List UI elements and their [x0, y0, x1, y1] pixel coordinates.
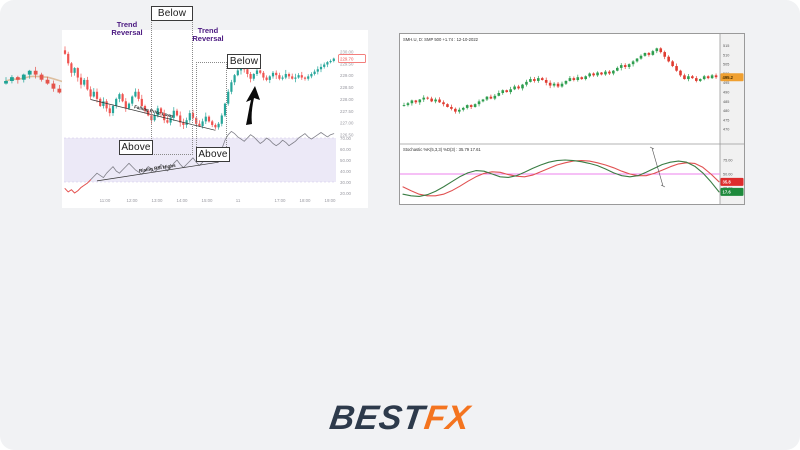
below-label-2-text: Below [229, 56, 259, 67]
svg-text:227.00: 227.00 [340, 121, 354, 126]
last-price-tag [338, 54, 366, 63]
svg-text:75.00: 75.00 [723, 159, 733, 163]
rising-rsi-label: Rising RSI Highs [139, 163, 177, 174]
osc-green [402, 159, 720, 197]
below-above-zone-2 [196, 62, 227, 155]
svg-text:60.00: 60.00 [340, 147, 352, 152]
svg-text:505: 505 [723, 63, 729, 67]
svg-text:11: 11 [236, 198, 241, 203]
svg-text:17:00: 17:00 [275, 198, 287, 203]
svg-text:18:00: 18:00 [300, 198, 312, 203]
svg-text:228.00: 228.00 [340, 97, 354, 102]
svg-text:229.70: 229.70 [340, 57, 354, 62]
price-candles [63, 46, 335, 130]
svg-text:13:00: 13:00 [152, 198, 164, 203]
svg-text:20.00: 20.00 [340, 191, 352, 196]
logo-text-best: BEST [327, 399, 428, 437]
above-label-2-text: Above [198, 149, 228, 160]
breakout-arrow [246, 86, 260, 125]
bestfx-logo: BESTFX [327, 399, 473, 438]
trend-reversal-label-2: Trend Reversal [192, 26, 224, 43]
svg-text:515: 515 [723, 44, 729, 48]
osc-red-tag [720, 177, 744, 186]
below-label-1: Below [151, 6, 193, 21]
current-price-tag [720, 73, 744, 82]
svg-text:480: 480 [723, 109, 729, 113]
svg-text:227.50: 227.50 [340, 109, 354, 114]
above-label-1-text: Above [121, 142, 151, 153]
svg-text:470: 470 [723, 128, 729, 132]
svg-text:40.00: 40.00 [340, 169, 352, 174]
svg-text:485: 485 [723, 100, 729, 104]
trend-reversal-label-1: Trend Reversal [111, 20, 143, 37]
svg-text:14:00: 14:00 [177, 198, 189, 203]
logo-text-fx: FX [422, 399, 473, 437]
chart-oscillator-crossover: SMH.U, D: SMP 500 +1.74 : 12-10-2022 Stoc… [399, 33, 745, 205]
svg-text:490: 490 [723, 91, 729, 95]
svg-text:70.00: 70.00 [340, 136, 352, 141]
svg-text:228.50: 228.50 [340, 85, 354, 90]
below-label-1-text: Below [157, 8, 187, 19]
svg-text:229.50: 229.50 [340, 61, 354, 66]
svg-text:15:00: 15:00 [202, 198, 214, 203]
svg-text:35.8: 35.8 [723, 180, 732, 185]
above-label-1: Above [119, 140, 153, 155]
svg-text:495: 495 [723, 81, 729, 85]
osc-green-tag [720, 187, 744, 196]
above-label-2: Above [196, 147, 230, 162]
below-label-2: Below [227, 54, 261, 69]
svg-text:226.50: 226.50 [340, 132, 354, 137]
price-candles [402, 47, 718, 114]
svg-text:50.00: 50.00 [340, 158, 352, 163]
svg-text:12:00: 12:00 [127, 198, 139, 203]
svg-text:510: 510 [723, 53, 729, 57]
svg-text:11:00: 11:00 [100, 198, 111, 203]
rising-rsi-trendline [96, 161, 219, 182]
crossover-pointer-line [651, 147, 664, 187]
indicator-label: Stochastic %K(5,3,3) %D(3) : 35.79 17.61 [403, 147, 481, 152]
osc-red [402, 160, 720, 197]
falling-lows-trendline [90, 99, 216, 131]
svg-text:50.00: 50.00 [723, 173, 733, 177]
svg-text:229.00: 229.00 [340, 73, 354, 78]
chart-title: SMH.U, D: SMP 500 +1.74 : 12-10-2022 [403, 37, 479, 42]
svg-text:475: 475 [723, 118, 729, 122]
svg-text:30.00: 30.00 [340, 180, 352, 185]
oscillator-crossover-plot: SMH.U, D: SMP 500 +1.74 : 12-10-2022 Stoc… [400, 34, 744, 204]
svg-text:19:00: 19:00 [325, 198, 337, 203]
svg-text:17.6: 17.6 [723, 190, 732, 195]
svg-text:495.2: 495.2 [723, 75, 734, 80]
svg-text:230.00: 230.00 [340, 50, 354, 55]
